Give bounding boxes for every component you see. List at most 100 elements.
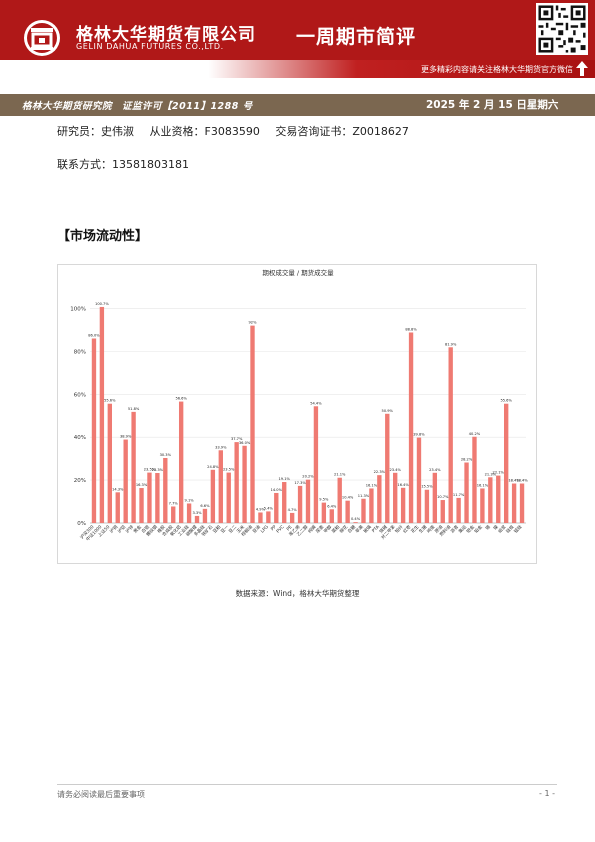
data-label: 4.7% [288,508,298,512]
bar [313,406,319,523]
bar [424,489,430,523]
bar [456,497,461,523]
bar [440,500,445,523]
data-label: 18.4% [508,479,520,483]
qualification-number: 从业资格：F3083590 [149,125,260,138]
bar [115,492,120,523]
data-label: 4.9% [256,507,266,511]
company-name-cn: 格林大华期货有限公司 [76,25,256,45]
x-category-label: 白银 [140,523,152,535]
data-label: 16.4% [397,483,409,487]
institute-license: 格林大华期货研究院 证监许可【2011】1288 号 [22,101,253,112]
x-category-label: 棉花 [338,523,350,535]
report-header: 格林大华期货有限公司 GELIN DAHUA FUTURES CO.,LTD. … [0,0,595,80]
data-label: 51.8% [128,407,140,411]
data-source: 数据来源：Wind，格林大华期货整理 [235,589,360,598]
bar [274,492,279,523]
bar [305,479,311,523]
data-label: 11.3% [358,494,370,498]
chart-category-labels: 沪深300中证1000上证50沪铜沪铝沪锌黄金白银螺纹钢橡胶合成胶氧化铝工业硅碳… [78,523,524,542]
data-label: 23.5% [144,468,156,472]
x-category-label: 甲醇 [322,523,334,535]
data-label: 28.2% [461,457,473,461]
x-category-label: 豆油 [251,523,263,535]
info-bar [0,94,595,116]
bar [139,488,144,523]
data-label: 0.4% [351,517,361,521]
bar [353,522,358,523]
bar [266,511,271,523]
y-tick-label: 0% [77,521,86,527]
x-category-label: 钯金 [465,523,477,535]
bar [155,473,160,523]
x-category-label: 鸡蛋 [425,523,437,535]
company-name-en: GELIN DAHUA FUTURES CO.,LTD. [76,42,224,51]
bar [400,487,406,523]
bar [163,457,168,523]
data-label: 16.3% [136,483,148,487]
bar [321,502,327,523]
up-arrow-icon[interactable] [576,61,588,76]
bar [258,512,263,523]
bar [329,509,334,523]
x-category-label: 沥青 [449,523,461,535]
data-label: 38.9% [120,435,132,439]
data-label: 56.6% [175,397,187,401]
bar [504,403,509,523]
bar [297,485,303,523]
y-tick-label: 100% [70,306,86,312]
data-label: 9.5% [319,498,329,502]
x-category-label: 苹果 [354,523,366,535]
bar [416,437,422,523]
tip-band [0,60,595,78]
x-category-label: 沪锌 [124,523,136,535]
x-category-label: 硅铁 [504,523,516,535]
header-band [0,0,595,60]
data-label: 55.6% [500,399,512,403]
data-label: 30.3% [160,453,172,457]
x-category-label: 豆一 [220,524,231,535]
x-category-label: 锡 [484,523,492,531]
researcher-name: 研究员：史伟淑 [57,125,134,138]
chart-bars [91,306,525,523]
x-category-label: 镍 [492,523,500,531]
bar [131,411,136,523]
bar [186,503,192,523]
researcher-line: 研究员：史伟淑 从业资格：F3083590 交易咨询证书：Z0018627 [57,123,421,139]
data-label: 23.4% [389,468,401,472]
bar [202,508,208,523]
bar [345,500,350,523]
x-category-label: PP [270,524,278,532]
data-label: 23.3% [152,468,164,472]
bar [289,512,295,523]
data-label: 36.0% [239,441,251,445]
data-label: 19.1% [279,477,291,481]
bar [488,477,493,523]
x-category-label: 红枣 [401,523,413,535]
bar [393,472,398,523]
x-category-label: 原油 [433,523,445,535]
consult-certificate: 交易咨询证书：Z0018627 [275,125,409,138]
data-label: 50.9% [382,409,394,413]
data-label: 14.3% [112,487,124,491]
x-category-label: 花生 [409,523,421,535]
data-label: 6.4% [327,504,337,508]
bar [448,347,453,523]
bar [432,472,438,523]
bar [107,403,112,523]
x-category-label: 锰硅 [512,523,524,535]
bar [178,401,184,523]
data-label: 17.3% [294,481,306,485]
data-label: 88.8% [405,327,417,331]
data-label: 20.2% [302,475,314,479]
x-category-label: 橡胶 [156,523,168,535]
x-category-label: 纸浆 [496,523,508,535]
report-type-title: 一周期市简评 [296,26,417,48]
x-category-label: PE [285,524,293,532]
bar [385,413,390,523]
data-label: 10.4% [342,496,354,500]
liquidity-chart: 期权成交量 / 期货成交量 0% 20% 40% 60% 80% 100% 86.0% 10… [57,264,537,564]
x-category-label: 白糖 [346,523,358,535]
data-label: 21.1% [334,473,346,477]
footer-divider [57,784,557,785]
